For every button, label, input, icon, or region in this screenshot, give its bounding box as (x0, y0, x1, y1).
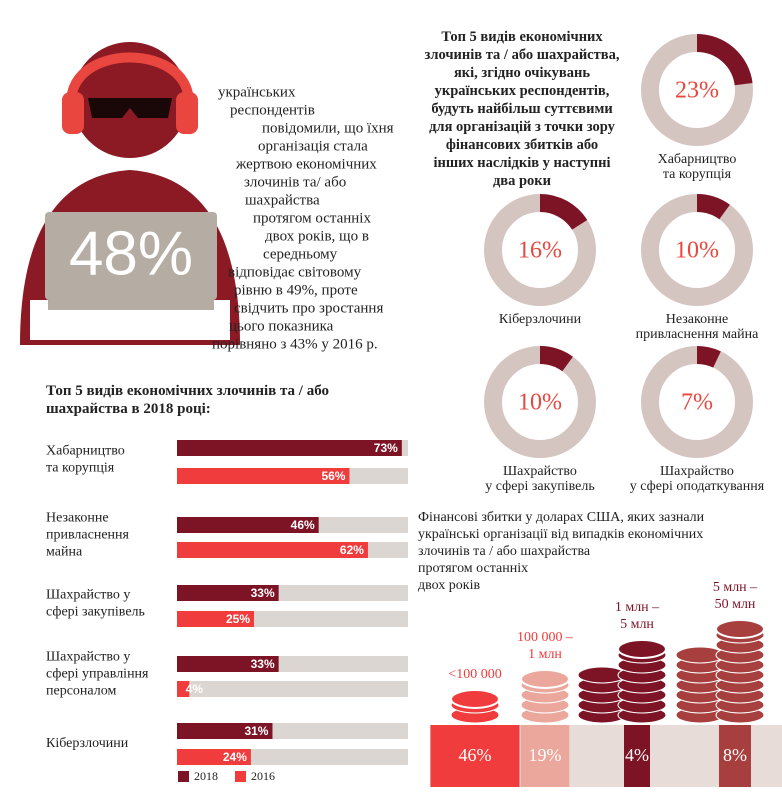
donut-value-label: 10% (675, 238, 719, 264)
value-box (624, 725, 650, 787)
intro-line: порівняно з 43% у 2016 р. (212, 336, 378, 352)
value-box (520, 725, 570, 787)
coin-top (617, 639, 667, 659)
category-label: Незаконне привласнення майна (46, 511, 130, 560)
category-label: Хабарництво та корупція (658, 152, 737, 182)
bar (177, 440, 402, 456)
legend-label: 2016 (251, 769, 275, 783)
bar-value-label: 4% (186, 682, 204, 696)
headline: 48% (69, 219, 193, 288)
intro-line: середньому (263, 246, 338, 262)
bar-value-label: 56% (321, 469, 345, 483)
bar-value-label: 33% (251, 586, 275, 600)
category-label: 100 000 –1 млн (517, 630, 574, 662)
category-label: Хабарництво та корупція (46, 444, 125, 476)
bar-value-label: 25% (226, 612, 250, 626)
bar (177, 611, 254, 627)
donut-arc (696, 346, 721, 368)
donut-arc (539, 346, 573, 372)
chart-title: Топ 5 видів економічних злочинів та / аб… (46, 383, 329, 417)
donut-value-label: 7% (681, 390, 713, 416)
chart-title: Топ 5 видів економічних злочинів та / або… (425, 29, 620, 189)
intro-line: свідчить про зростання (234, 300, 383, 316)
donut-arc (539, 194, 588, 231)
category-label: 1 млн –5 млн (615, 600, 660, 632)
legend-label: 2018 (194, 769, 218, 783)
person-illustration (20, 42, 240, 345)
bar-track (177, 681, 408, 697)
intro-line: повідомили, що їхня (262, 120, 394, 136)
donut-value-label: 16% (518, 238, 562, 264)
legend-swatch (178, 771, 189, 782)
bar-value-label: 62% (340, 543, 364, 557)
value-label: 8% (723, 745, 747, 765)
intro-line: респондентів (230, 102, 315, 118)
donut-value-label: 10% (518, 390, 562, 416)
value-label: 46% (459, 745, 492, 765)
intro-line: протягом останніх (253, 210, 371, 226)
value-label: 19% (529, 745, 562, 765)
category-label: Шахрайство у сфері управління персоналом (46, 650, 149, 699)
donut-value-label: 23% (675, 78, 719, 104)
intro-line: відповідає світовому (228, 264, 362, 280)
bar (177, 517, 319, 533)
intro-line: двох років, що в (265, 228, 369, 244)
intro-line: цього показника (229, 318, 334, 334)
bar (177, 723, 273, 739)
category-label: Шахрайство у сфері оподаткування (630, 464, 765, 494)
value-box (719, 725, 751, 787)
value-label: 4% (625, 745, 649, 765)
bar (177, 656, 279, 672)
intro-line: організація стала (258, 138, 368, 154)
intro-line: злочинів та/ або (244, 174, 346, 190)
bar (177, 585, 279, 601)
bar-value-label: 46% (291, 518, 315, 532)
bar-value-label: 31% (244, 724, 268, 738)
chart-title: Фінансові збитки у доларах США, яких заз… (418, 510, 705, 593)
intro-line: шахрайства (245, 192, 320, 208)
coin-top (520, 669, 570, 689)
donut-arc (696, 34, 753, 86)
bar (177, 749, 251, 765)
bar (177, 542, 368, 558)
intro-line: рівню в 49%, проте (234, 282, 358, 298)
donut-arc (696, 194, 730, 220)
intro-line: жертвою економічних (235, 156, 377, 172)
category-label: Шахрайство у сфері закупівель (485, 464, 594, 494)
legend-swatch (235, 771, 246, 782)
category-label: <100 000 (448, 667, 501, 682)
bar (177, 681, 190, 697)
category-label: 5 млн –50 млн (713, 580, 758, 612)
bar-value-label: 73% (374, 441, 398, 455)
intro-line: українських (218, 84, 296, 100)
coin-top (450, 689, 500, 709)
coin-top (715, 619, 765, 639)
bar-value-label: 33% (251, 657, 275, 671)
category-label: Кіберзлочини (499, 312, 582, 327)
value-box (430, 725, 520, 787)
bar-value-label: 24% (223, 750, 247, 764)
category-label: Незаконне привласнення майна (636, 312, 759, 342)
category-label: Кіберзлочини (46, 736, 129, 751)
bar (177, 468, 350, 484)
category-label: Шахрайство у сфері закупівель (46, 588, 145, 620)
